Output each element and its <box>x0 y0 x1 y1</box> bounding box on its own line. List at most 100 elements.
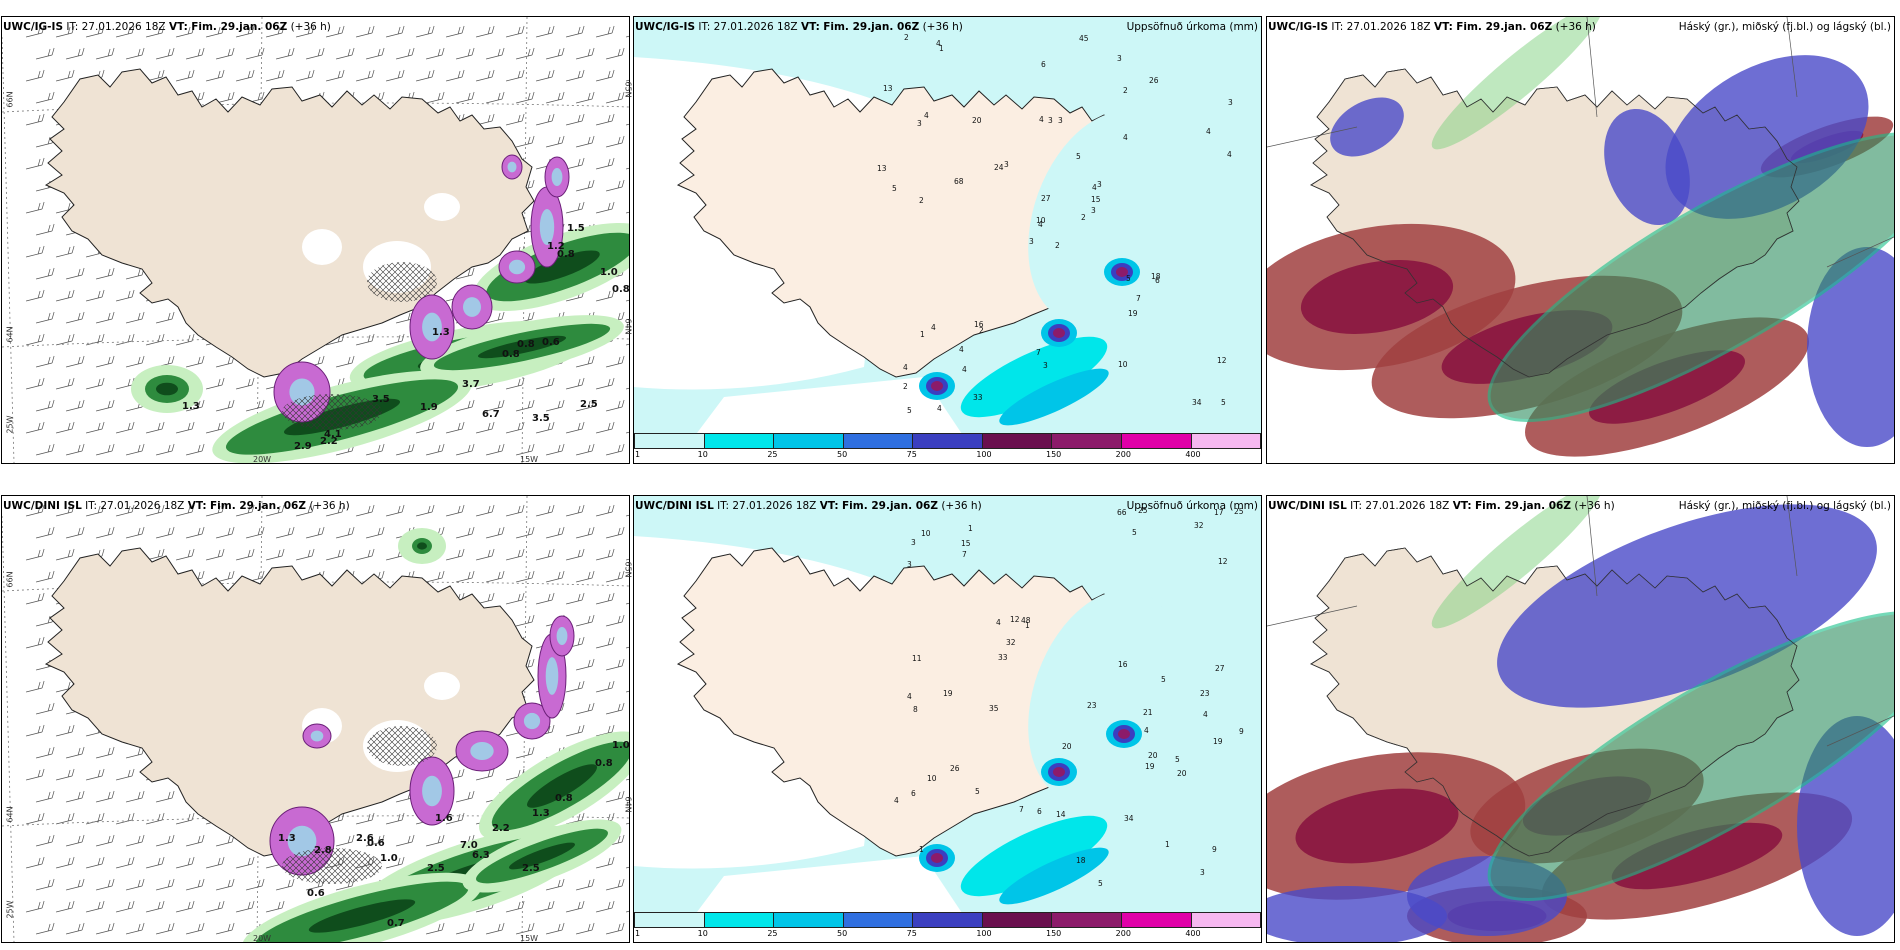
legend-swatch <box>635 913 705 927</box>
header-top-left: UWC/IG-IS IT: 27.01.2026 18Z VT: Fim. 29… <box>3 21 331 33</box>
legend-swatch <box>1052 434 1122 448</box>
precip-value-label: 1.6 <box>435 813 453 824</box>
lat-label-64n-top-right: 64N <box>623 318 633 335</box>
header-top-mid: UWC/IG-IS IT: 27.01.2026 18Z VT: Fim. 29… <box>635 21 1258 33</box>
precip-total-label: 1 <box>1025 621 1030 630</box>
accumulated-precip-map: 4411116545343972720234826253233196615208… <box>634 496 1261 942</box>
precip-total-label: 6 <box>1041 60 1046 69</box>
legend-swatch <box>704 434 775 448</box>
precip-total-label: 3 <box>907 560 912 569</box>
precip-value-label: 0.7 <box>387 918 405 929</box>
precip-total-label: 3 <box>911 538 916 547</box>
precip-value-label: 2.5 <box>580 399 598 410</box>
precip-total-label: 5 <box>1076 152 1081 161</box>
precip-total-label: 4 <box>962 365 967 374</box>
precip-total-label: 16 <box>974 320 984 329</box>
precip-total-label: 4 <box>1092 183 1097 192</box>
precip-total-label: 19 <box>1213 737 1223 746</box>
precip-value-label: 1.2 <box>547 241 565 252</box>
precip-value-label: 6.3 <box>472 850 490 861</box>
precip-total-label: 4 <box>1206 127 1211 136</box>
precip-total-label: 5 <box>1126 274 1131 283</box>
legend-bar <box>634 433 1261 449</box>
legend-swatch <box>774 913 844 927</box>
precip-total-label: 32 <box>1194 521 1204 530</box>
precip-total-label: 17 <box>1214 508 1224 517</box>
legend-swatch <box>1121 913 1192 927</box>
precip-total-label: 33 <box>973 393 983 402</box>
precip-total-label: 7 <box>1036 348 1041 357</box>
precip-total-label: 12 <box>1010 615 1020 624</box>
precip-total-label: 4 <box>924 111 929 120</box>
precip-legend-bot: 1 10 25 50 75 100 150 200 400 <box>634 912 1261 940</box>
precip-value-label: 3.5 <box>532 413 550 424</box>
legend-tick-label: 200 <box>1115 929 1131 938</box>
precip-total-label: 21 <box>1143 708 1153 717</box>
precip-total-label: 19 <box>1128 309 1138 318</box>
precip-total-label: 10 <box>1036 216 1046 225</box>
precip-value-label: 1.0 <box>600 267 618 278</box>
precip-total-label: 26 <box>1149 76 1159 85</box>
precip-total-label: 4 <box>937 404 942 413</box>
lat-label-65n-top-right: 65N <box>623 81 633 98</box>
precip-value-label: 1.0 <box>612 740 629 751</box>
precip-total-label: 5 <box>1098 879 1103 888</box>
lon-label-20w-top: 20W <box>253 455 272 464</box>
legend-tick-label: 400 <box>1185 929 1201 938</box>
precip-total-label: 4 <box>1038 220 1043 229</box>
precip-total-label: 34 <box>1124 814 1134 823</box>
lon-label-15w-bot: 15W <box>520 934 539 943</box>
cloud-cover-map <box>1267 496 1894 942</box>
precip-total-label: 2 <box>904 33 909 42</box>
precip-value-label: 2.5 <box>522 863 540 874</box>
precip-total-label: 48 <box>1021 616 1031 625</box>
wind-precip-map: 1.0 0.8 0.8 1.3 0.6 1.0 6.37.0 2.5 2.5 2.2 0.6 0.7 1… <box>2 496 629 942</box>
precip-value-label: 3.7 <box>462 379 480 390</box>
legend-swatch <box>982 913 1053 927</box>
lon-label-20w-bot: 20W <box>253 934 272 943</box>
legend-tick-label: 10 <box>697 450 708 459</box>
legend-tick-label: 200 <box>1115 450 1131 459</box>
precip-total-label: 1 <box>1165 840 1170 849</box>
precip-value-label: 2.9 <box>294 441 312 452</box>
precip-total-label: 32 <box>1006 638 1016 647</box>
precip-total-label: 4 <box>1227 150 1232 159</box>
precip-total-label: 4 <box>907 692 912 701</box>
precip-total-label: 3 <box>1228 98 1233 107</box>
precip-total-label: 4 <box>1203 710 1208 719</box>
precip-value-label: 2.6 <box>356 833 374 844</box>
precip-total-label: 4 <box>1144 726 1149 735</box>
precip-total-label: 66 <box>1117 508 1127 517</box>
precip-total-label: 10 <box>927 774 937 783</box>
legend-tick-label: 25 <box>767 450 778 459</box>
legend-swatch <box>843 434 914 448</box>
precip-total-label: 2 <box>1123 86 1128 95</box>
panel-top-mid-precip: 2 3 4 4 4 2 3 3 2 2 1 5 2 3 3 4 4 4 5 4 3 2 4 3 3 6 4 6 5 5 4 10 7 27 20 26… <box>633 16 1262 464</box>
legend-swatch <box>843 913 914 927</box>
precip-total-label: 2 <box>903 382 908 391</box>
precip-total-label: 68 <box>954 177 964 186</box>
panel-bot-right-clouds <box>1266 495 1895 943</box>
precip-value-label: 1.3 <box>532 808 550 819</box>
precip-total-label: 15 <box>1091 195 1101 204</box>
precip-total-label: 35 <box>989 704 999 713</box>
legend-tick-label: 10 <box>697 929 708 938</box>
precip-total-label: 4 <box>959 345 964 354</box>
precip-total-label: 24 <box>994 163 1004 172</box>
legend-tick-label: 100 <box>976 450 992 459</box>
precip-value-label: 3.5 <box>372 394 390 405</box>
precip-total-label: 3 <box>1117 54 1122 63</box>
precip-total-label: 5 <box>892 184 897 193</box>
precip-value-label: 0.6 <box>542 337 560 348</box>
precip-total-label: 3 <box>1091 206 1096 215</box>
precip-value-label: 0.8 <box>557 249 575 260</box>
precip-total-label: 20 <box>1177 769 1187 778</box>
precip-total-label: 6 <box>911 789 916 798</box>
legend-tick-label: 1 <box>635 929 641 938</box>
precip-total-label: 20 <box>1148 751 1158 760</box>
lat-label-66n-bot: 66N <box>5 571 15 588</box>
precip-total-label: 10 <box>921 529 931 538</box>
precip-total-label: 4 <box>936 39 941 48</box>
precip-total-label: 23 <box>1087 701 1097 710</box>
wind-precip-map: 1.50.81.00.80.60.80.83.73.51.96.7 3.52.52… <box>2 17 629 463</box>
